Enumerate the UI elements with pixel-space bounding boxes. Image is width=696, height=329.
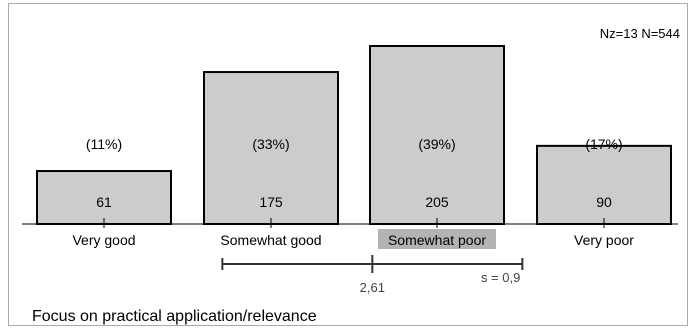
bars-group: 61 (11%) Very good 175 (33%) Somewhat good 205… — [36, 45, 672, 249]
bar-value-4: 90 — [596, 194, 612, 210]
bar-value-2: 175 — [259, 194, 283, 210]
category-highlight — [378, 229, 496, 249]
mean-label: 2,61 — [360, 280, 385, 295]
category-label-2: Somewhat good — [220, 232, 321, 248]
sd-label: s = 0,9 — [481, 270, 520, 285]
bar-percent-1: (11%) — [86, 136, 122, 152]
category-label-1: Very good — [72, 232, 135, 248]
bar-1 — [36, 170, 172, 226]
stats-label: Nz=13 N=544 — [600, 26, 680, 41]
bar-percent-3: (39%) — [418, 136, 455, 152]
bar-percent-2: (33%) — [252, 136, 289, 152]
bar-value-1: 61 — [96, 194, 112, 210]
bar-2 — [203, 71, 339, 225]
bar-4 — [536, 144, 672, 225]
bar-percent-4: (17%) — [585, 136, 622, 152]
bar-value-3: 205 — [425, 194, 449, 210]
chart-title: Focus on practical application/relevance — [32, 308, 317, 325]
category-label-4: Very poor — [574, 232, 634, 248]
mean-scale: 2,61 s = 0,9 — [221, 255, 524, 295]
category-label-3: Somewhat poor — [388, 232, 486, 248]
